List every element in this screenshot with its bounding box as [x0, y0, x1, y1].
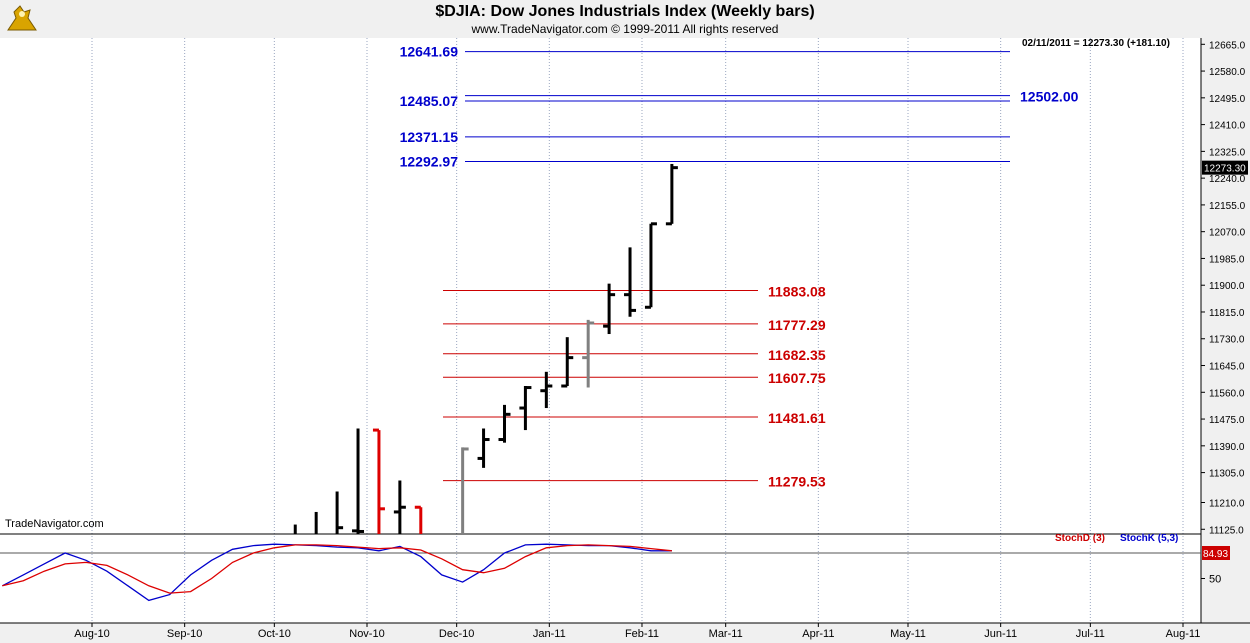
support-label: 11607.75	[768, 370, 826, 386]
y-tick-label: 12495.0	[1209, 94, 1246, 105]
title-bar: $DJIA: Dow Jones Industrials Index (Week…	[0, 0, 1250, 38]
stochk-legend-label: StochK (5,3)	[1120, 533, 1179, 544]
stoch-value-label: 84.93	[1203, 549, 1228, 560]
trade-navigator-logo-icon	[4, 2, 40, 39]
x-tick-label: Aug-10	[74, 628, 109, 640]
resistance-label: 12485.07	[400, 93, 459, 109]
watermark-text: TradeNavigator.com	[5, 518, 104, 530]
y-tick-label: 12325.0	[1209, 147, 1246, 158]
support-label: 11481.61	[768, 410, 826, 426]
x-tick-label: Jun-11	[984, 628, 1017, 640]
stoch-value-tag	[1202, 546, 1230, 561]
x-tick-label: Apr-11	[802, 628, 834, 640]
y-tick-label: 11730.0	[1209, 335, 1245, 346]
resistance-label: 12502.00	[1020, 89, 1079, 105]
price-axis	[1201, 38, 1250, 534]
x-tick-label: May-11	[890, 628, 926, 640]
x-tick-label: Aug-11	[1166, 628, 1201, 640]
y-tick-label: 11125.0	[1209, 525, 1244, 536]
stoch-tick-label: 50	[1209, 574, 1221, 586]
current-price-tag	[1202, 160, 1248, 175]
support-label: 11883.08	[768, 284, 826, 300]
y-tick-label: 11985.0	[1209, 254, 1245, 265]
x-tick-label: Dec-10	[439, 628, 474, 640]
copyright-text: www.TradeNavigator.com © 1999-2011 All r…	[471, 22, 779, 36]
y-tick-label: 12665.0	[1209, 40, 1246, 51]
y-tick-label: 12070.0	[1209, 228, 1246, 239]
x-tick-label: Mar-11	[709, 628, 743, 640]
y-tick-label: 11475.0	[1209, 415, 1245, 426]
x-tick-label: Sep-10	[167, 628, 202, 640]
support-label: 11777.29	[768, 317, 826, 333]
support-label: 11682.35	[768, 347, 826, 363]
x-tick-label: Nov-10	[349, 628, 384, 640]
chart-title: $DJIA: Dow Jones Industrials Index (Week…	[435, 3, 815, 20]
y-tick-label: 11815.0	[1209, 308, 1245, 319]
x-tick-label: Feb-11	[625, 628, 659, 640]
x-tick-label: Oct-10	[258, 628, 291, 640]
support-label: 11279.53	[768, 474, 826, 490]
y-tick-label: 12580.0	[1209, 67, 1246, 78]
ohlc-bars	[293, 163, 678, 534]
y-tick-label: 11210.0	[1209, 499, 1245, 510]
y-tick-label: 11900.0	[1209, 281, 1245, 292]
y-tick-label: 11560.0	[1209, 388, 1245, 399]
resistance-label: 12292.97	[400, 153, 459, 169]
resistance-label: 12641.69	[400, 44, 459, 60]
time-axis	[0, 623, 1250, 643]
y-tick-label: 12240.0	[1209, 174, 1246, 185]
x-tick-label: Jul-11	[1076, 628, 1105, 640]
y-tick-label: 12155.0	[1209, 201, 1246, 212]
resistance-label: 12371.15	[400, 129, 459, 145]
stochk-line	[2, 543, 672, 602]
stoch-lines	[2, 543, 672, 602]
y-tick-label: 11305.0	[1209, 469, 1245, 480]
y-tick-label: 11390.0	[1209, 442, 1245, 453]
stochd-line	[2, 544, 672, 594]
y-tick-label: 12410.0	[1209, 121, 1246, 132]
y-tick-label: 11645.0	[1209, 362, 1245, 373]
stochd-legend-label: StochD (3)	[1055, 533, 1105, 544]
x-tick-label: Jan-11	[533, 628, 566, 640]
current-price-tag-label: 12273.30	[1204, 164, 1246, 175]
last-quote-readout: 02/11/2011 = 12273.30 (+181.10)	[1022, 38, 1170, 49]
